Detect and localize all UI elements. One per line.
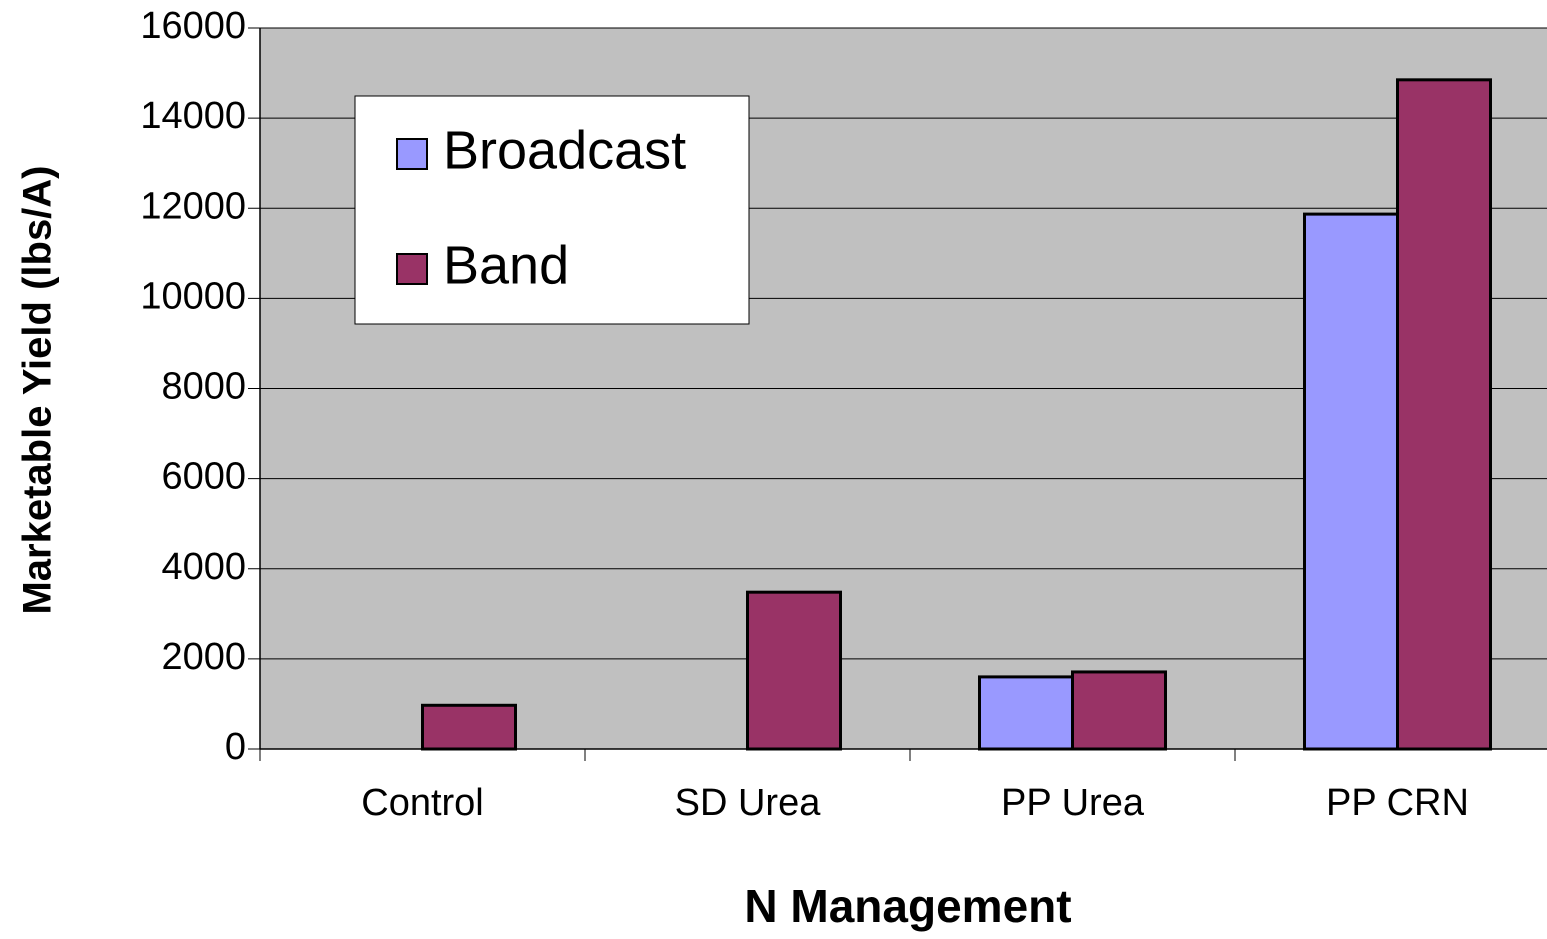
x-tick-label: Control bbox=[361, 782, 484, 824]
y-tick-label: 4000 bbox=[161, 546, 246, 588]
x-tick-label: PP Urea bbox=[1001, 782, 1145, 824]
bar bbox=[746, 590, 842, 751]
y-tick-label: 10000 bbox=[140, 275, 246, 317]
y-tick-label: 0 bbox=[225, 726, 246, 768]
x-axis-label: N Management bbox=[744, 880, 1071, 932]
y-tick-label: 8000 bbox=[161, 366, 246, 408]
y-tick-label: 6000 bbox=[161, 456, 246, 498]
legend-label: Broadcast bbox=[443, 120, 686, 180]
y-tick-label: 16000 bbox=[140, 5, 246, 47]
x-tick-label: SD Urea bbox=[675, 782, 822, 824]
bar bbox=[978, 675, 1074, 751]
y-tick-label: 14000 bbox=[140, 95, 246, 137]
bar bbox=[421, 703, 517, 751]
legend-box bbox=[354, 95, 750, 325]
y-axis-label: Marketable Yield (lbs/A) bbox=[16, 165, 60, 614]
bar bbox=[1303, 212, 1399, 751]
legend-label: Band bbox=[443, 235, 569, 295]
y-tick-label: 12000 bbox=[140, 185, 246, 227]
x-tick-label: PP CRN bbox=[1326, 782, 1469, 824]
legend-swatch bbox=[396, 253, 428, 285]
y-tick-label: 2000 bbox=[161, 636, 246, 678]
bar bbox=[1396, 78, 1492, 751]
bar bbox=[1071, 670, 1167, 751]
legend-swatch bbox=[396, 138, 428, 170]
